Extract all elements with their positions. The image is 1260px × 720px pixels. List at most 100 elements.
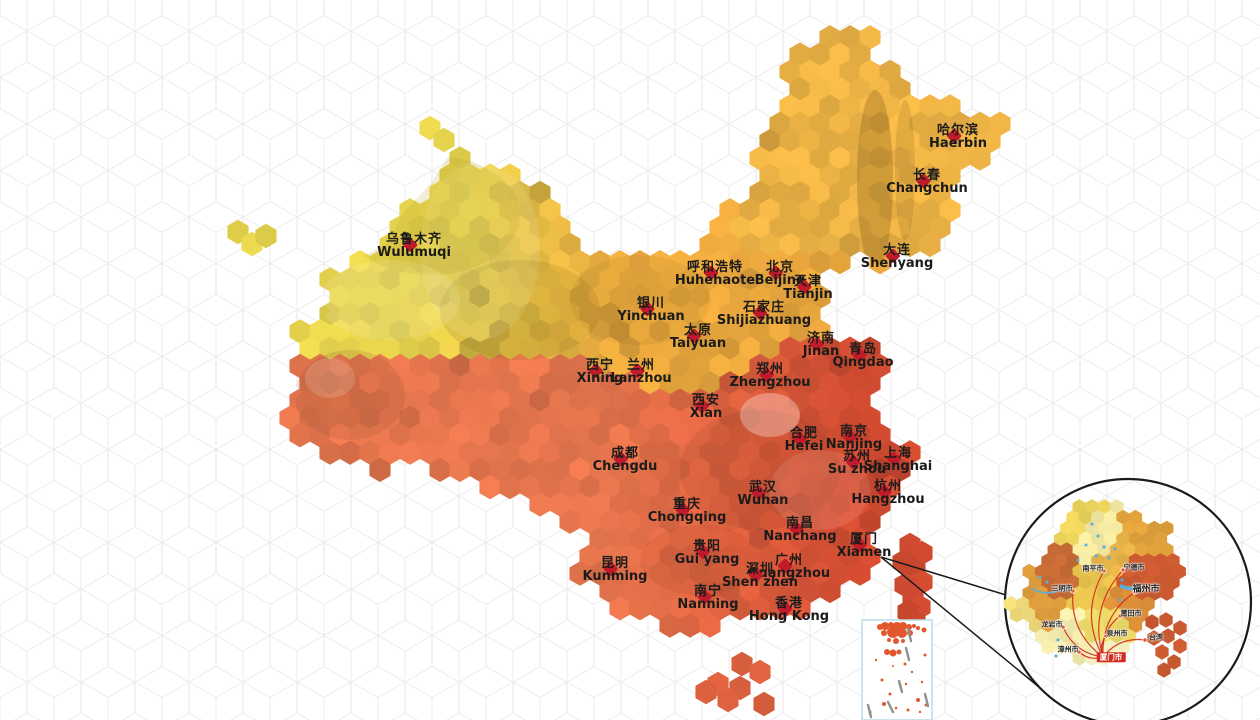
inset-city-label: 南平市 [1082,564,1104,573]
city-name-cn: 广州 [774,552,804,568]
city-name-cn: 西宁 [585,357,615,373]
city-name-en: Qingdao [832,354,894,370]
city-xining[interactable]: 西宁 Xining [577,359,624,385]
city-name-cn: 天津 [793,273,822,289]
city-nanchang[interactable]: 南昌 Nanchang [763,517,836,543]
city-name-cn: 青岛 [848,341,878,357]
inset-city-label: 泉州市 [1106,629,1128,638]
inset-city-label: 莆田市 [1120,609,1142,618]
city-name-en: Beijing [754,272,806,288]
city-haerbin[interactable]: 哈尔滨 Haerbin [929,124,987,150]
city-name-en: Haerbin [929,135,987,151]
city-name-en: Jinan [802,343,840,359]
city-su-zhou[interactable]: 苏州 Su zhou [828,450,886,476]
city-name-cn: 贵阳 [692,538,721,554]
city-name-cn: 兰州 [626,357,656,373]
city-name-cn: 南宁 [693,583,722,599]
city-name-en: Yinchuan [617,308,685,324]
city-name-cn: 北京 [765,259,794,275]
city-name-cn: 杭州 [873,478,903,494]
city-name-en: Guangzhou [747,565,831,581]
city-wulumuqi[interactable]: 乌鲁木齐 Wulumuqi [377,233,451,259]
city-name-en: Hangzhou [851,491,925,507]
city-name-en: Hefei [784,438,824,454]
city-nanning[interactable]: 南宁 Nanning [677,585,738,611]
city-name-cn: 苏州 [842,448,871,464]
city-name-cn: 长春 [912,167,942,183]
city-name-cn: 上海 [883,445,912,461]
city-nanjing[interactable]: 南京 Nanjing [826,425,882,451]
city-gui-yang[interactable]: 贵阳 Gui yang [675,540,740,566]
city-name-en: Xiamen [836,544,892,560]
magnifier-callout-lines [880,556,1046,693]
city-name-en: Shanghai [863,458,933,474]
city-name-en: Chongqing [647,509,727,525]
city-lanzhou[interactable]: 兰州 Lanzhou [610,359,671,385]
city-name-cn: 银川 [636,295,665,311]
inset-city-label: 龙岩市 [1041,620,1063,629]
city-name-cn: 合肥 [789,425,819,441]
city-changchun[interactable]: 长春 Changchun [886,169,968,195]
inset-city-label: 漳州市 [1057,645,1079,654]
city-qingdao[interactable]: 青岛 Qingdao [832,343,893,369]
city-name-en: Kunming [582,568,648,584]
city-shenyang[interactable]: 大连 Shenyang [861,244,934,270]
inset-city-label: 宁德市 [1123,563,1145,572]
city-beijing[interactable]: 北京 Beijing [755,261,806,287]
city-chengdu[interactable]: 成都 Chengdu [593,447,658,473]
city-taiyuan[interactable]: 太原 Taiyuan [670,324,726,350]
city-shanghai[interactable]: 上海 Shanghai [864,447,932,473]
city-name-cn: 哈尔滨 [936,122,979,138]
city-name-cn: 成都 [610,445,640,461]
south-china-sea-inset [861,619,933,720]
city-name-cn: 重庆 [672,496,702,512]
city-name-en: Xian [689,405,723,421]
city-name-cn: 呼和浩特 [686,259,744,275]
city-xian[interactable]: 西安 Xian [690,394,723,420]
city-name-en: Wuhan [737,492,789,508]
city-name-en: Huhehaote [674,272,756,288]
city-name-en: Xining [576,370,624,386]
city-name-cn: 昆明 [600,555,630,571]
city-shijiazhuang[interactable]: 石家庄 Shijiazhuang [717,301,811,327]
city-kunming[interactable]: 昆明 Kunming [583,557,648,583]
city-name-en: Shen zhen [721,574,799,590]
city-name-cn: 郑州 [755,361,785,377]
city-name-en: Shijiazhuang [716,312,812,328]
city-hong-kong[interactable]: 香港 Hong Kong [749,597,829,623]
city-yinchuan[interactable]: 银川 Yinchuan [617,297,684,323]
city-name-cn: 厦门 [849,531,878,547]
city-zhengzhou[interactable]: 郑州 Zhengzhou [729,363,810,389]
city-huhehaote[interactable]: 呼和浩特 Huhehaote [675,261,755,287]
city-name-en: Wulumuqi [377,244,451,260]
city-name-cn: 西安 [691,392,721,408]
city-name-cn: 武汉 [748,479,778,495]
city-name-en: Su zhou [827,461,887,477]
city-name-en: Shenyang [860,255,934,271]
city-name-cn: 济南 [806,330,836,346]
city-name-en: Nanjing [825,436,883,452]
city-name-cn: 南京 [839,423,869,439]
city-jinan[interactable]: 济南 Jinan [803,332,840,358]
city-wuhan[interactable]: 武汉 Wuhan [738,481,789,507]
city-name-en: Hong Kong [748,608,830,624]
inset-origin-label[interactable]: 厦门市 [1096,652,1126,662]
city-shen-zhen[interactable]: 深圳 Shen zhen [722,563,798,589]
city-chongqing[interactable]: 重庆 Chongqing [648,498,727,524]
hex-grid-layer [227,25,1011,717]
city-name-en: Nanning [677,596,739,612]
city-name-cn: 深圳 [745,561,775,577]
city-tianjin[interactable]: 天津 Tianjin [783,275,833,301]
city-xiamen[interactable]: 厦门 Xiamen [837,533,892,559]
city-name-cn: 太原 [683,322,712,338]
inset-city-label: 福州市 [1132,584,1160,595]
city-hangzhou[interactable]: 杭州 Hangzhou [851,480,924,506]
city-name-en: Changchun [886,180,968,196]
city-name-en: Chengdu [592,458,658,474]
city-guangzhou[interactable]: 广州 Guangzhou [748,554,830,580]
city-name-cn: 香港 [774,595,804,611]
inset-city-label: 台湾 [1149,633,1163,642]
city-hefei[interactable]: 合肥 Hefei [785,427,824,453]
city-name-en: Zhengzhou [729,374,811,390]
